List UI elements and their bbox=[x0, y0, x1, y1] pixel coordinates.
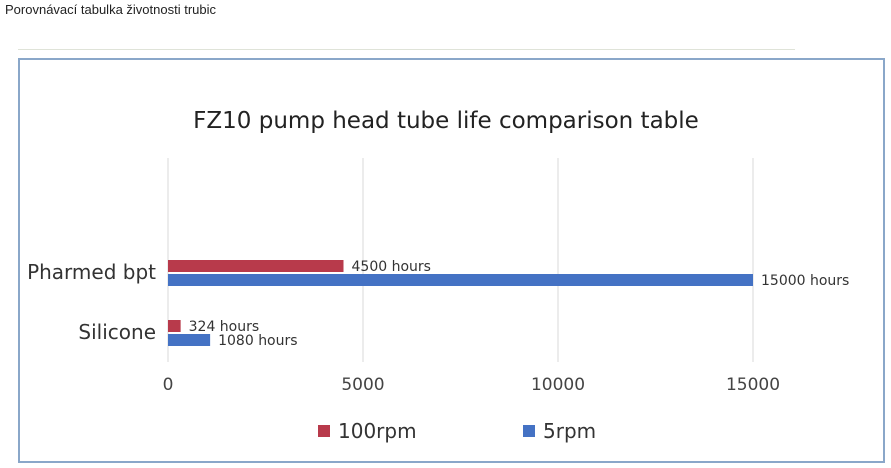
data-label-5rpm-1: 1080 hours bbox=[218, 333, 297, 349]
divider bbox=[18, 49, 795, 50]
x-tick-label-1: 5000 bbox=[341, 375, 384, 395]
category-label-0: Pharmed bpt bbox=[27, 260, 156, 284]
bar-5rpm-0 bbox=[168, 274, 753, 286]
page-caption: Porovnávací tabulka životnosti trubic bbox=[5, 2, 216, 17]
x-tick-label-0: 0 bbox=[163, 375, 174, 395]
chart-title: FZ10 pump head tube life comparison tabl… bbox=[193, 108, 699, 134]
bar-100rpm-0 bbox=[168, 260, 344, 272]
chart-frame: FZ10 pump head tube life comparison tabl… bbox=[18, 58, 885, 463]
data-label-5rpm-0: 15000 hours bbox=[761, 273, 849, 289]
legend-swatch-5rpm bbox=[523, 425, 535, 437]
category-label-1: Silicone bbox=[78, 320, 156, 344]
legend-label-5rpm: 5rpm bbox=[543, 419, 596, 443]
bar-100rpm-1 bbox=[168, 320, 181, 332]
legend-swatch-100rpm bbox=[318, 425, 330, 437]
x-tick-label-3: 15000 bbox=[726, 375, 780, 395]
legend-label-100rpm: 100rpm bbox=[338, 419, 417, 443]
x-tick-label-2: 10000 bbox=[531, 375, 585, 395]
bar-5rpm-1 bbox=[168, 334, 211, 346]
data-label-100rpm-0: 4500 hours bbox=[352, 259, 431, 275]
bar-chart: FZ10 pump head tube life comparison tabl… bbox=[27, 108, 849, 443]
data-label-100rpm-1: 324 hours bbox=[189, 319, 260, 335]
